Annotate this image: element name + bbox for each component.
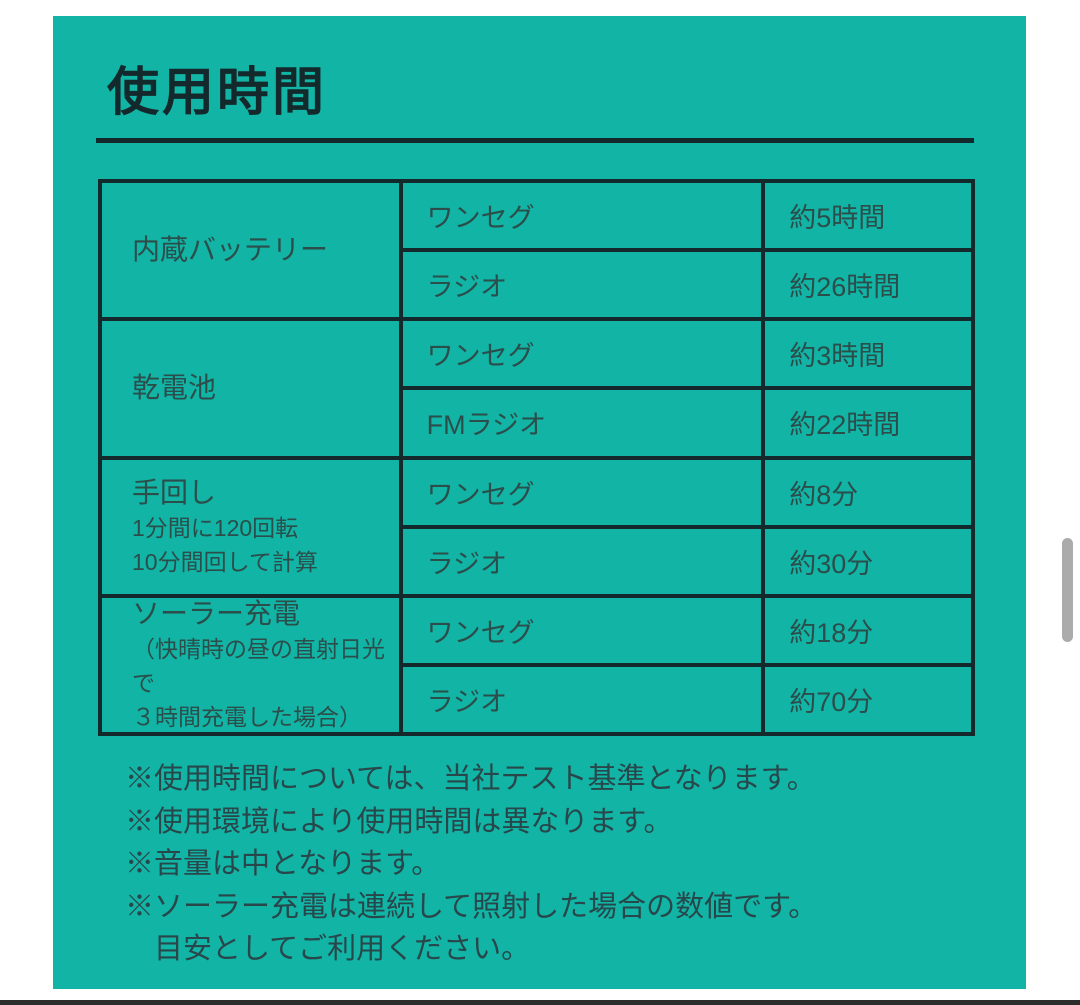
duration-cell: 約18分 xyxy=(765,597,971,663)
power-source-label: 手回し xyxy=(132,476,217,508)
duration-cell: 約22時間 xyxy=(765,390,971,456)
power-source-note: ３時間充電した場合） xyxy=(132,703,362,730)
duration-cell: 約8分 xyxy=(765,459,971,525)
footnote: ※音量は中となります。 xyxy=(125,848,441,880)
spec-card: 使用時間 内蔵バッテリー ワンセグ 約5時間 ラジオ 約26時間 乾電池 ワンセ… xyxy=(53,16,1026,989)
mode-cell: FMラジオ xyxy=(402,390,762,456)
duration-cell: 約30分 xyxy=(765,528,971,594)
usage-time-table: 内蔵バッテリー ワンセグ 約5時間 ラジオ 約26時間 乾電池 ワンセグ 約3時… xyxy=(98,179,975,736)
power-source-cell: 内蔵バッテリー xyxy=(102,183,399,318)
page-title: 使用時間 xyxy=(107,64,328,122)
scrollbar-thumb[interactable] xyxy=(1062,538,1073,642)
power-source-cell: 乾電池 xyxy=(102,321,399,456)
duration-cell: 約70分 xyxy=(765,666,971,732)
power-source-note: 1分間に120回転 xyxy=(132,514,299,541)
mode-cell: ラジオ xyxy=(402,252,762,318)
mode-cell: ラジオ xyxy=(402,528,762,594)
duration-cell: 約3時間 xyxy=(765,321,971,387)
power-source-label: 乾電池 xyxy=(132,372,217,404)
duration-cell: 約26時間 xyxy=(765,252,971,318)
title-underline xyxy=(96,138,974,143)
power-source-label: 内蔵バッテリー xyxy=(132,234,329,266)
footnotes: ※使用時間については、当社テスト基準となります。 ※使用環境により使用時間は異な… xyxy=(125,758,985,971)
power-source-note: 10分間回して計算 xyxy=(132,548,318,575)
footnote: ※使用時間については、当社テスト基準となります。 xyxy=(125,763,816,795)
mode-cell: ワンセグ xyxy=(402,459,762,525)
power-source-note: （快晴時の昼の直射日光で xyxy=(132,635,385,696)
bottom-border xyxy=(0,1000,1080,1005)
power-source-label: ソーラー充電 xyxy=(132,597,301,629)
footnote: ※使用環境により使用時間は異なります。 xyxy=(125,805,673,838)
mode-cell: ラジオ xyxy=(402,666,762,732)
mode-cell: ワンセグ xyxy=(402,321,762,387)
power-source-cell: 手回し 1分間に120回転 10分間回して計算 xyxy=(102,459,399,594)
mode-cell: ワンセグ xyxy=(402,597,762,663)
footnote: ※ソーラー充電は連続して照射した場合の数値です。 xyxy=(125,890,818,923)
duration-cell: 約5時間 xyxy=(765,183,971,249)
footnote-continuation: 目安としてご利用ください。 xyxy=(154,933,531,965)
mode-cell: ワンセグ xyxy=(402,183,762,249)
power-source-cell: ソーラー充電 （快晴時の昼の直射日光で ３時間充電した場合） xyxy=(102,597,399,732)
